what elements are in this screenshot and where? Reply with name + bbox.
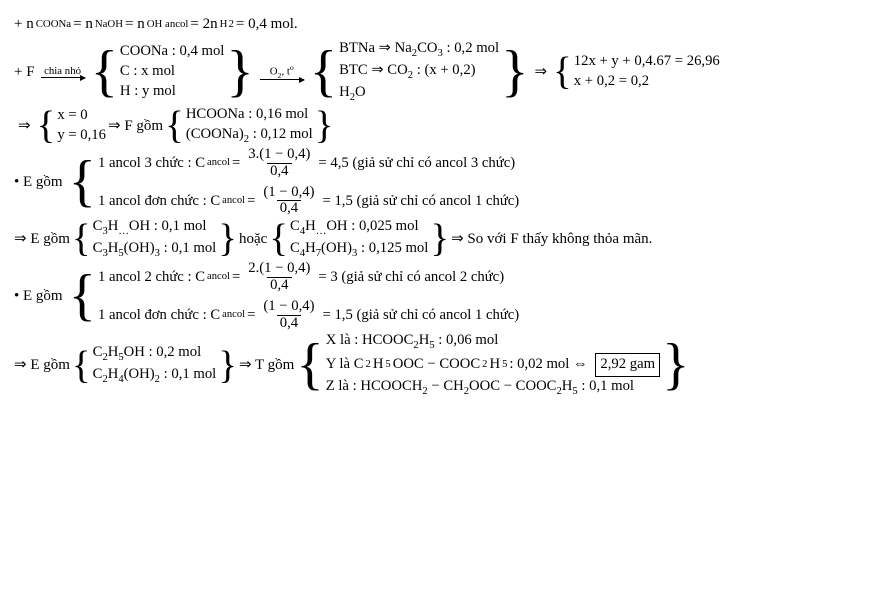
txt: = n (125, 10, 145, 39)
line-7: ⇒ E gồm { C2H5OH : 0,2 mol C2H4(OH)2 : 0… (14, 331, 861, 399)
sub: COONa (36, 14, 71, 35)
sub: H (220, 14, 228, 35)
txt: ⇒ T gồm (239, 351, 294, 380)
txt: COONa : 0,4 mol (120, 42, 224, 62)
fraction: 3.(1 − 0,4)0,4 (245, 147, 313, 179)
txt: • E gồm (14, 168, 63, 197)
txt: x = 0 (57, 106, 106, 126)
line-6: • E gồm { 1 ancol 2 chức : Cancol = 2.(1… (14, 261, 861, 331)
brace-E-opt1: { C3H…OH : 0,1 mol C3H5(OH)3 : 0,1 mol } (72, 217, 237, 261)
fraction: 2.(1 − 0,4)0,4 (245, 261, 313, 293)
txt: hoặc (239, 225, 267, 254)
line-1: + n COONa = n NaOH = n OH ancol = 2n H 2… (14, 10, 861, 39)
brace-group-1: { COONa : 0,4 mol C : x mol H : y mol } (91, 42, 254, 102)
txt: ⇒ F gồm (108, 112, 163, 141)
txt: = n (73, 10, 93, 39)
txt: + n (14, 10, 34, 39)
txt: HCOONa : 0,16 mol (186, 105, 313, 125)
brace-xy: { x = 0 y = 0,16 (37, 106, 106, 146)
implies: ⇒ (534, 58, 547, 87)
txt: x + 0,2 = 0,2 (574, 72, 720, 92)
arrow-label: chia nhỏ (44, 66, 81, 77)
line-4: • E gồm { 1 ancol 3 chức : Cancol = 3.(1… (14, 147, 861, 217)
line-2: + F chia nhỏ { COONa : 0,4 mol C : x mol… (14, 39, 861, 106)
brace-E2: { 1 ancol 2 chức : Cancol = 2.(1 − 0,4)0… (69, 261, 520, 331)
txt: 12x + y + 0,4.67 = 26,96 (574, 52, 720, 72)
answer-box: 2,92 gam (595, 353, 660, 377)
brace-F: { HCOONa : 0,16 mol (COONa)2 : 0,12 mol … (165, 105, 333, 147)
brace-E1: { 1 ancol 3 chức : Cancol = 3.(1 − 0,4)0… (69, 147, 520, 217)
fraction: (1 − 0,4)0,4 (260, 185, 317, 217)
sub: NaOH (95, 14, 123, 35)
arrow-burn: O2, to (260, 64, 304, 81)
arrow-split: chia nhỏ (41, 66, 85, 78)
txt: = 2n (190, 10, 217, 39)
line-5: ⇒ E gồm { C3H…OH : 0,1 mol C3H5(OH)3 : 0… (14, 217, 861, 261)
brace-E-opt2: { C4H…OH : 0,025 mol C4H7(OH)3 : 0,125 m… (269, 217, 449, 261)
txt: + F (14, 58, 35, 87)
sub: 2 (228, 14, 233, 35)
line-3: ⇒ { x = 0 y = 0,16 ⇒ F gồm { HCOONa : 0,… (14, 105, 861, 147)
brace-T: { X là : HCOOC2H5 : 0,06 mol Y là C2H5OO… (296, 331, 689, 399)
txt: • E gồm (14, 282, 63, 311)
txt: = 0,4 mol. (236, 10, 298, 39)
sub: OH ancol (147, 14, 189, 35)
txt: y = 0,16 (57, 126, 106, 146)
implies: ⇒ (18, 112, 31, 141)
txt: H : y mol (120, 82, 224, 102)
fraction: (1 − 0,4)0,4 (260, 299, 317, 331)
txt: ⇒ E gồm (14, 351, 70, 380)
brace-group-2: { BTNa ⇒ Na2CO3 : 0,2 mol BTC ⇒ CO2 : (x… (310, 39, 529, 106)
brace-group-3: { 12x + y + 0,4.67 = 26,96 x + 0,2 = 0,2 (553, 52, 720, 92)
brace-E-final: { C2H5OH : 0,2 mol C2H4(OH)2 : 0,1 mol } (72, 343, 237, 387)
txt: ⇒ E gồm (14, 225, 70, 254)
txt: ⇒ So với F thấy không thỏa mãn. (451, 225, 652, 254)
txt: C : x mol (120, 62, 224, 82)
